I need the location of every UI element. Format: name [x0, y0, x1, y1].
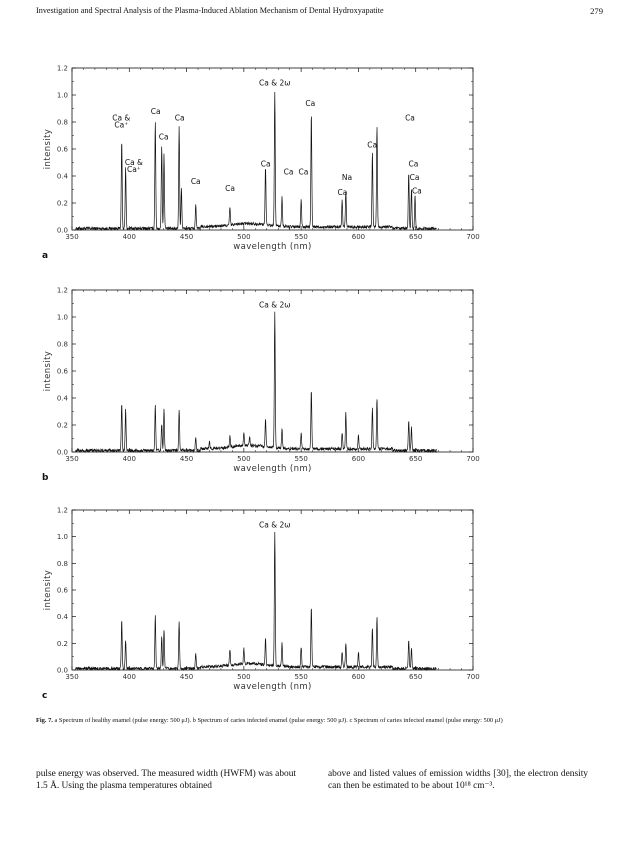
x-tick-label: 600: [352, 455, 365, 463]
body-text-right: above and listed values of emission widt…: [328, 769, 588, 792]
peak-annotation: Ca &: [125, 158, 143, 167]
x-tick-label: 650: [409, 673, 422, 681]
x-tick-label: 500: [237, 455, 250, 463]
plot-frame: [71, 509, 474, 671]
x-tick-label: 650: [409, 455, 422, 463]
y-tick-label: 1.2: [57, 65, 68, 73]
peak-annotation: Ca: [409, 160, 419, 169]
x-tick-label: 700: [466, 455, 479, 463]
y-tick-label: 0.4: [57, 613, 69, 621]
peak-annotation: Ca⁺: [114, 120, 128, 129]
y-tick-label: 0.8: [57, 341, 68, 349]
peak-annotation: Ca & 2ω: [259, 301, 291, 310]
spectrum-chart-c: 350 400 450 500 550 600 650 700 0.0 0.2 0.4 0.6 0.8 1…: [42, 507, 480, 702]
plot-frame: [71, 289, 474, 453]
y-tick-label: 0.4: [57, 173, 69, 181]
peak-annotation: Ca: [337, 188, 347, 197]
y-tick-label: 0.0: [57, 227, 68, 235]
y-axis-label: intensity: [43, 129, 53, 169]
peak-annotation: Ca: [405, 114, 415, 123]
x-tick-label: 550: [294, 233, 307, 241]
spectrum-line: [75, 532, 437, 672]
spectrum-chart-b: 350 400 450 500 550 600 650 700 0.0 0.2 0.4 0.6 0.8 1…: [42, 287, 480, 484]
x-tick-label: 350: [65, 455, 78, 463]
peak-annotation: Ca: [305, 99, 315, 108]
peak-annotation: Ca & 2ω: [259, 79, 291, 88]
y-axis-label: intensity: [43, 351, 53, 391]
x-tick-label: 450: [180, 673, 193, 681]
x-tick-label: 500: [237, 233, 250, 241]
x-tick-label: 600: [352, 233, 365, 241]
x-tick-label: 400: [123, 233, 136, 241]
y-tick-label: 0.2: [57, 200, 68, 208]
figure-caption: Fig. 7. a Spectrum of healthy enamel (pu…: [36, 716, 604, 726]
y-tick-label: 0.0: [57, 667, 68, 675]
x-axis-label: wavelength (nm): [233, 682, 312, 692]
y-tick-label: 0.8: [57, 560, 68, 568]
x-axis-label: wavelength (nm): [233, 242, 312, 252]
peak-annotation: Ca: [225, 184, 235, 193]
peak-annotation: Ca &: [112, 114, 130, 123]
panel-label: b: [42, 473, 49, 483]
peak-annotation: Ca: [261, 160, 271, 169]
peak-annotation: Ca: [175, 114, 185, 123]
peak-annotation: Ca & 2ω: [259, 520, 291, 529]
running-head: Investigation and Spectral Analysis of t…: [36, 6, 384, 15]
spectrum-line: [75, 311, 437, 454]
x-tick-label: 450: [180, 455, 193, 463]
peak-annotation: Ca: [159, 133, 169, 142]
x-tick-label: 600: [352, 673, 365, 681]
peak-annotation: Ca: [410, 173, 420, 182]
x-tick-label: 450: [180, 233, 193, 241]
y-axis-label: intensity: [43, 570, 53, 610]
y-tick-label: 1.0: [57, 92, 68, 100]
x-tick-label: 350: [65, 233, 78, 241]
spectrum-chart-a: 350 400 450 500 550 600 650 700 0.0 0.2 0.4 0.6 0.8 1…: [42, 65, 480, 262]
peak-annotation: Ca: [151, 107, 161, 116]
peak-annotation: Ca: [412, 187, 422, 196]
y-tick-label: 0.0: [57, 449, 68, 457]
peak-annotation: Ca: [284, 168, 294, 177]
y-tick-label: 0.6: [57, 368, 69, 376]
body-text-left: pulse energy was observed. The measured …: [36, 769, 296, 792]
page-number: 279: [590, 6, 603, 16]
x-axis-label: wavelength (nm): [233, 464, 312, 474]
y-tick-label: 0.6: [57, 587, 69, 595]
x-tick-label: 350: [65, 673, 78, 681]
y-tick-label: 0.2: [57, 640, 68, 648]
x-tick-label: 400: [123, 673, 136, 681]
y-tick-label: 0.4: [57, 395, 69, 403]
peak-annotation: Ca: [191, 177, 201, 186]
peak-annotation: Ca⁺: [127, 165, 141, 174]
peak-annotation: Ca: [367, 141, 377, 150]
y-tick-label: 0.6: [57, 146, 69, 154]
y-tick-label: 1.0: [57, 533, 68, 541]
panel-label: a: [42, 251, 48, 261]
x-tick-label: 400: [123, 455, 136, 463]
y-tick-label: 1.2: [57, 287, 68, 295]
peak-annotation: Ca: [299, 168, 309, 177]
plot-frame: [71, 67, 474, 231]
y-tick-label: 0.2: [57, 422, 68, 430]
y-tick-label: 1.2: [57, 507, 68, 515]
panel-label: c: [42, 691, 47, 701]
x-tick-label: 550: [294, 455, 307, 463]
x-tick-label: 550: [294, 673, 307, 681]
x-tick-label: 650: [409, 233, 422, 241]
y-tick-label: 1.0: [57, 314, 68, 322]
y-tick-label: 0.8: [57, 119, 68, 127]
figure-caption-text: a Spectrum of healthy enamel (pulse ener…: [54, 717, 503, 724]
x-tick-label: 700: [466, 233, 479, 241]
figure-label: Fig. 7.: [36, 717, 53, 724]
spectrum-line: [75, 92, 437, 232]
peak-annotation: Na: [342, 173, 352, 182]
x-tick-label: 700: [466, 673, 479, 681]
x-tick-label: 500: [237, 673, 250, 681]
